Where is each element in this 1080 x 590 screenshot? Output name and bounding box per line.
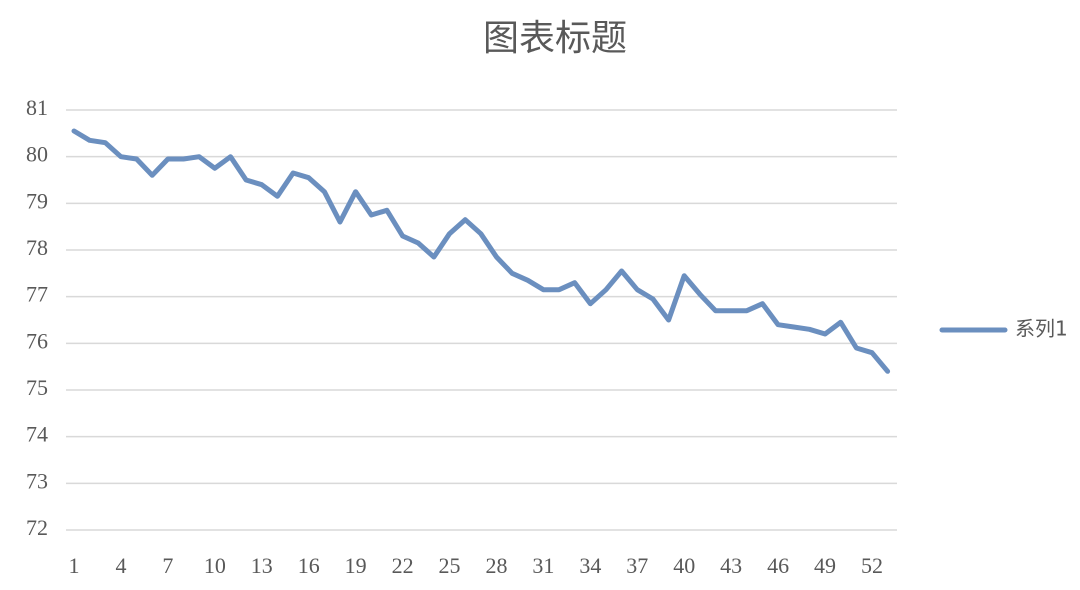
x-tick-label: 40	[673, 553, 695, 578]
x-tick-label: 25	[439, 553, 461, 578]
chart-title: 图表标题	[483, 18, 627, 59]
x-tick-label: 16	[298, 553, 320, 578]
x-tick-label: 49	[814, 553, 836, 578]
x-tick-label: 7	[162, 553, 173, 578]
legend-label: 系列1	[1015, 317, 1068, 341]
series-line	[71, 128, 891, 374]
y-tick-label: 81	[26, 95, 48, 120]
x-tick-label: 19	[345, 553, 367, 578]
x-tick-label: 34	[579, 553, 601, 578]
x-tick-label: 43	[720, 553, 742, 578]
y-tick-label: 74	[26, 422, 48, 447]
y-tick-label: 73	[26, 468, 48, 493]
x-tick-label: 13	[251, 553, 273, 578]
x-tick-label: 10	[204, 553, 226, 578]
y-tick-label: 77	[26, 282, 48, 307]
x-tick-label: 31	[532, 553, 554, 578]
y-tick-label: 78	[26, 235, 48, 260]
x-tick-label: 28	[485, 553, 507, 578]
x-tick-label: 1	[69, 553, 80, 578]
y-tick-label: 75	[26, 375, 48, 400]
y-tick-label: 72	[26, 515, 48, 540]
x-tick-label: 46	[767, 553, 789, 578]
y-tick-label: 76	[26, 328, 48, 353]
x-tick-label: 52	[861, 553, 883, 578]
x-tick-label: 4	[115, 553, 126, 578]
y-tick-label: 80	[26, 142, 48, 167]
x-tick-label: 37	[626, 553, 648, 578]
x-tick-label: 22	[392, 553, 414, 578]
y-tick-label: 79	[26, 188, 48, 213]
